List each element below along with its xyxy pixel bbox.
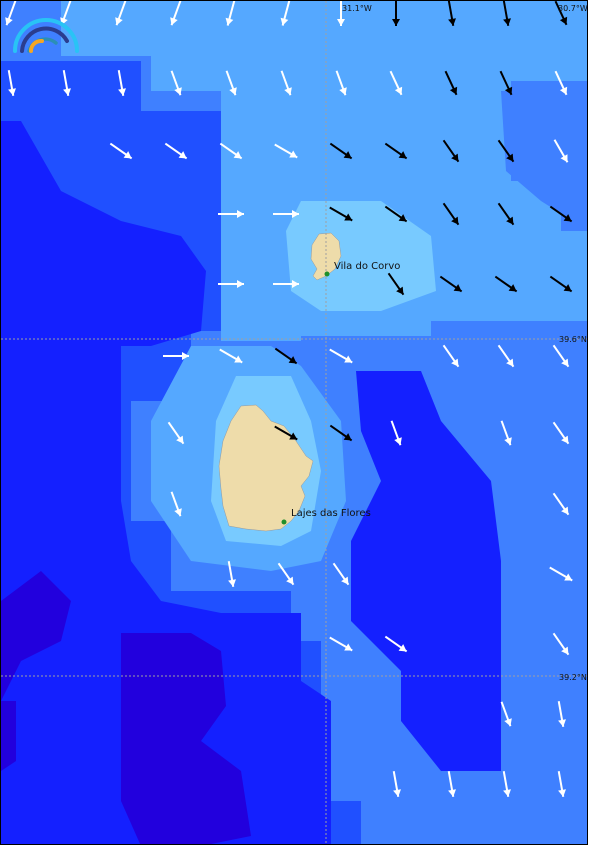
wind-arrow [554, 70, 568, 96]
wind-arrow [384, 142, 408, 160]
wind-arrow [167, 421, 185, 445]
settlement-dot-lajes [281, 519, 287, 525]
wind-arrow [164, 142, 188, 160]
zone-level-1 [1, 121, 331, 844]
wind-arrow [280, 70, 292, 96]
wind-arrow [552, 344, 570, 368]
wind-arrow [274, 143, 298, 159]
wind-arrow [329, 636, 353, 652]
island-corvo [310, 232, 342, 281]
lon-label-31-1: 31.1°W [342, 4, 372, 13]
wind-arrow [500, 420, 512, 446]
wind-arrow [329, 206, 353, 222]
wind-arrow [274, 347, 298, 365]
wind-arrow [444, 70, 458, 96]
land-corvo [310, 232, 342, 281]
zone-level-0c [1, 701, 16, 771]
wind-arrow [497, 139, 515, 163]
zone-level-0 [1, 571, 71, 701]
wind-arrow [497, 202, 515, 226]
wind-arrow [329, 348, 353, 364]
wind-arrow [500, 701, 512, 727]
lat-label-39-2: 39.2°N [559, 673, 587, 682]
place-label-lajes-das-flores: Lajes das Flores [291, 508, 371, 519]
wind-arrow [447, 771, 456, 797]
wind-arrow [552, 632, 570, 656]
wind-arrow [280, 1, 291, 26]
wind-arrow [225, 70, 237, 96]
wind-arrow [337, 1, 345, 26]
wind-arrow [5, 1, 17, 26]
wind-arrow [170, 1, 182, 26]
lat-label-39-6: 39.6°N [559, 335, 587, 344]
wind-arrow [497, 344, 515, 368]
wind-arrow [7, 70, 16, 96]
wind-arrow [219, 348, 243, 364]
graticule [1, 1, 587, 844]
wind-arrow [274, 425, 298, 441]
wind-arrow [392, 1, 400, 26]
place-label-vila-do-corvo: Vila do Corvo [334, 261, 400, 272]
wind-arrow [218, 210, 244, 218]
wind-arrow [225, 1, 236, 26]
zone-level-4 [61, 1, 587, 341]
wind-arrow [549, 566, 573, 582]
wind-arrow [62, 70, 71, 96]
wind-arrow [219, 142, 243, 160]
wind-arrows [5, 1, 573, 797]
wind-arrow [494, 275, 518, 293]
wind-arrow [552, 421, 570, 445]
wind-arrow [227, 561, 236, 587]
wind-arrow [273, 210, 299, 218]
wind-arrow [277, 562, 295, 586]
wind-arrow [170, 491, 182, 517]
wind-arrow [499, 70, 513, 96]
settlement-dot-corvo [324, 271, 330, 277]
wind-arrow [389, 70, 403, 96]
lon-label-30-7: 30.7°W [558, 4, 588, 13]
wind-arrow [170, 70, 182, 96]
wind-arrow [439, 275, 463, 293]
zone-level-5 [286, 201, 436, 311]
wind-arrow [557, 701, 566, 727]
wind-arrow [447, 1, 456, 26]
wind-arrow [553, 139, 569, 163]
wind-arrow [115, 1, 127, 26]
wave-height-zones [1, 1, 587, 844]
wind-arrow [392, 771, 401, 797]
wind-arrow [390, 420, 402, 446]
wind-arrow [387, 272, 405, 296]
wind-arrow [332, 562, 350, 586]
zone-level-3b [501, 91, 587, 230]
wind-arrow [549, 205, 573, 223]
zone-level-0b [121, 633, 251, 844]
wind-arrow [557, 771, 566, 797]
wind-arrow [502, 771, 511, 797]
wind-arrow [329, 424, 353, 442]
wind-arrow [163, 352, 189, 360]
wind-arrow [109, 142, 133, 160]
wind-arrow [502, 1, 511, 26]
wind-arrow [329, 142, 353, 160]
wind-arrow [218, 280, 244, 288]
zone-level-1b [351, 371, 501, 771]
map-canvas: Vila do Corvo Lajes das Flores 31.1°W 30… [1, 1, 588, 844]
wind-arrow [117, 70, 126, 96]
wind-arrow [273, 280, 299, 288]
wind-arrow [554, 1, 568, 26]
wind-arrow [442, 202, 460, 226]
wind-arrow [384, 205, 408, 223]
wind-arrow [549, 275, 573, 293]
wind-arrow [442, 139, 460, 163]
land-flores [218, 404, 314, 532]
wind-arrow [442, 344, 460, 368]
wave-arcs-logo [13, 18, 79, 53]
wind-arrow [384, 635, 408, 653]
island-flores [218, 404, 314, 532]
wind-arrow [552, 492, 570, 516]
wind-arrow [335, 70, 347, 96]
